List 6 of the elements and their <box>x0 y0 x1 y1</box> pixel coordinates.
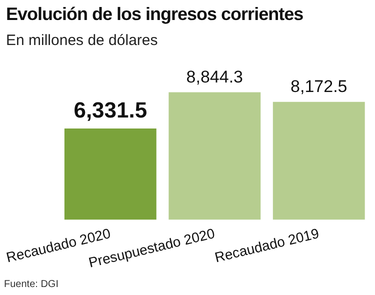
chart-subtitle: En millones de dólares <box>6 32 158 49</box>
data-label: 8,844.3 <box>186 67 244 86</box>
chart-title: Evolución de los ingresos corrientes <box>6 4 304 25</box>
source-note: Fuente: DGI <box>4 279 58 290</box>
data-label: 8,172.5 <box>290 77 348 96</box>
data-label: 6,331.5 <box>74 98 148 123</box>
